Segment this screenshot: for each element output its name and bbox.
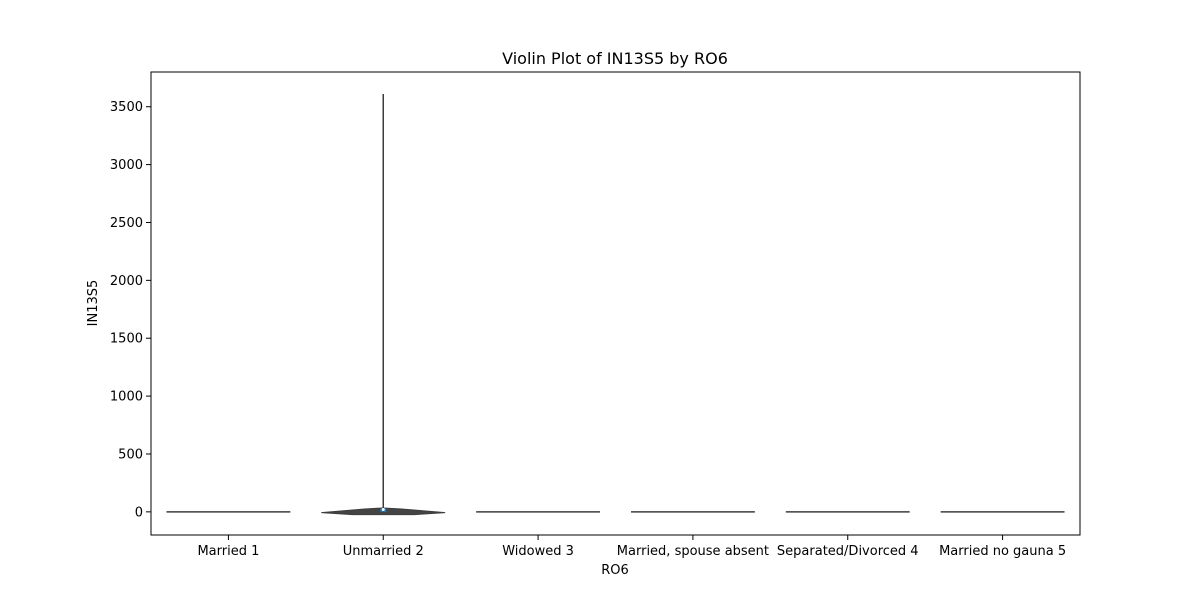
y-tick-label: 1000 <box>110 390 143 405</box>
x-tick-label: Married no gauna 5 <box>939 544 1066 559</box>
y-tick-label: 3000 <box>110 158 143 173</box>
y-tick-label: 1500 <box>110 332 143 347</box>
y-tick-label: 3500 <box>110 100 143 115</box>
x-tick-label: Separated/Divorced 4 <box>777 544 919 559</box>
x-tick-label: Married, spouse absent <box>617 544 769 559</box>
y-tick-label: 2000 <box>110 274 143 289</box>
y-tick-label: 2500 <box>110 216 143 231</box>
x-tick-label: Unmarried 2 <box>343 544 424 559</box>
x-tick-label: Widowed 3 <box>502 544 574 559</box>
x-tick-label: Married 1 <box>197 544 259 559</box>
y-tick-label: 500 <box>118 447 143 462</box>
y-tick-label: 0 <box>135 505 143 520</box>
violin-median-1 <box>381 508 385 512</box>
chart-title: Violin Plot of IN13S5 by RO6 <box>502 49 728 68</box>
plot-frame <box>150 71 1081 536</box>
y-axis-label: IN13S5 <box>86 280 101 327</box>
plot-area: 0 500 1000 1500 2000 2500 3000 3500 Married 1 Unm… <box>110 93 1066 559</box>
x-axis-label: RO6 <box>601 563 629 578</box>
